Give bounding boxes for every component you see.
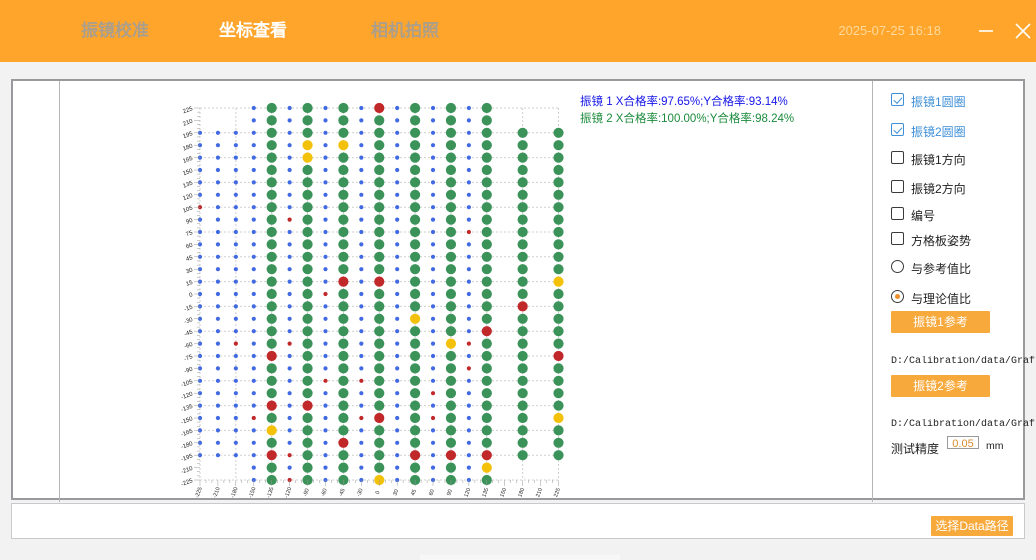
svg-text:90: 90 <box>185 218 194 226</box>
svg-text:180: 180 <box>182 143 194 152</box>
svg-text:-105: -105 <box>180 379 194 389</box>
svg-text:-210: -210 <box>180 466 194 476</box>
svg-text:-120: -120 <box>284 486 293 498</box>
svg-text:225: 225 <box>553 487 562 498</box>
svg-text:60: 60 <box>185 242 194 250</box>
svg-text:-60: -60 <box>183 342 194 351</box>
svg-text:0: 0 <box>375 490 382 495</box>
svg-text:-225: -225 <box>180 478 194 488</box>
svg-text:150: 150 <box>182 168 194 177</box>
svg-text:-120: -120 <box>180 391 194 401</box>
svg-text:225: 225 <box>182 106 194 115</box>
svg-text:180: 180 <box>517 487 526 498</box>
svg-text:210: 210 <box>535 487 544 498</box>
svg-text:60: 60 <box>428 489 436 497</box>
svg-text:195: 195 <box>182 131 194 140</box>
svg-text:210: 210 <box>182 118 194 127</box>
svg-text:30: 30 <box>392 489 400 497</box>
svg-text:-45: -45 <box>183 329 194 338</box>
svg-text:-195: -195 <box>180 453 194 463</box>
svg-text:90: 90 <box>446 489 454 497</box>
svg-text:-150: -150 <box>180 416 194 426</box>
svg-text:-90: -90 <box>302 488 310 498</box>
svg-text:-150: -150 <box>248 486 257 498</box>
svg-text:0: 0 <box>188 292 194 299</box>
svg-text:75: 75 <box>185 230 194 238</box>
svg-text:-90: -90 <box>183 366 194 375</box>
svg-text:-180: -180 <box>180 441 194 451</box>
svg-text:105: 105 <box>182 205 194 214</box>
svg-text:135: 135 <box>182 180 194 189</box>
svg-text:120: 120 <box>464 487 473 498</box>
svg-text:-135: -135 <box>180 404 194 414</box>
svg-text:30: 30 <box>185 267 194 275</box>
svg-text:-30: -30 <box>356 488 364 498</box>
svg-text:-165: -165 <box>180 428 194 438</box>
svg-text:-180: -180 <box>230 486 239 498</box>
svg-text:165: 165 <box>182 156 194 165</box>
svg-text:-60: -60 <box>320 488 328 498</box>
svg-text:15: 15 <box>185 280 194 288</box>
svg-text:45: 45 <box>185 255 194 263</box>
svg-text:-225: -225 <box>194 486 203 498</box>
svg-text:45: 45 <box>410 489 418 497</box>
svg-text:-30: -30 <box>183 317 194 326</box>
svg-text:150: 150 <box>499 487 508 498</box>
svg-text:-135: -135 <box>266 486 275 498</box>
svg-text:-15: -15 <box>183 304 194 313</box>
svg-text:-75: -75 <box>183 354 194 363</box>
svg-text:-45: -45 <box>338 488 346 498</box>
svg-text:135: 135 <box>481 487 490 498</box>
svg-text:-210: -210 <box>212 486 221 498</box>
svg-text:120: 120 <box>182 193 194 202</box>
